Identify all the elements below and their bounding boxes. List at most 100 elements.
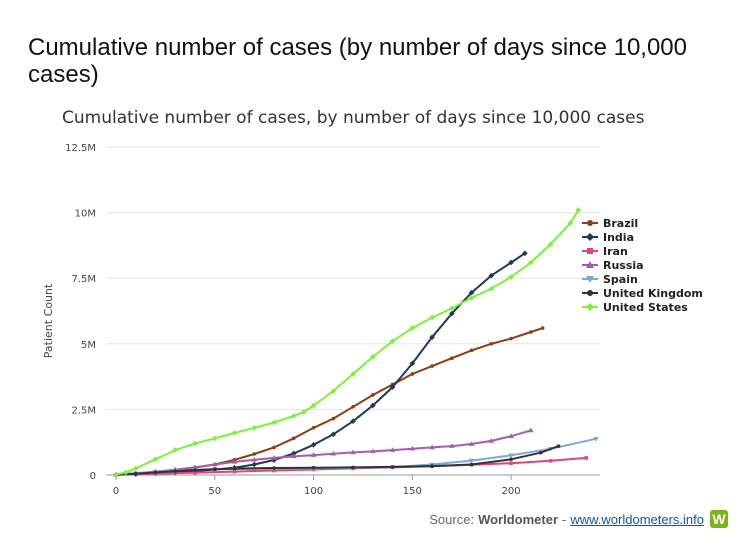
data-point (231, 430, 238, 436)
data-point (351, 465, 355, 470)
x-tick-label: 150 (403, 486, 422, 497)
series-line-brazil (115, 327, 544, 476)
legend-marker (586, 276, 594, 283)
data-point (152, 456, 159, 463)
data-point (567, 220, 574, 226)
data-point (429, 334, 435, 341)
legend-label: Iran (603, 245, 628, 258)
legend-label: Spain (603, 273, 638, 286)
chart-container: Cumulative number of cases, by number of… (0, 95, 744, 505)
data-point (449, 305, 455, 312)
x-tick-label: 0 (113, 486, 119, 497)
data-point (350, 449, 356, 455)
data-point (173, 469, 178, 473)
data-point (132, 465, 139, 472)
data-point (548, 459, 553, 463)
data-point (508, 433, 514, 438)
data-point (468, 289, 475, 296)
data-point (271, 455, 277, 460)
data-point (410, 372, 415, 376)
data-point (488, 272, 495, 279)
data-point (211, 435, 218, 442)
legend-marker (586, 303, 594, 311)
line-chart: Cumulative number of cases, by number of… (42, 108, 703, 497)
series-lines (113, 207, 599, 478)
legend-item-united-kingdom: United Kingdom (582, 287, 703, 300)
data-point (468, 295, 475, 301)
source-name: Worldometer (478, 511, 558, 527)
legend-label: United Kingdom (603, 287, 703, 300)
data-point (291, 436, 296, 441)
legend-label: Russia (603, 259, 644, 272)
data-point (468, 458, 475, 464)
data-point (409, 445, 416, 451)
legend-marker (587, 220, 593, 226)
y-tick-label: 10M (75, 209, 96, 220)
x-tick-label: 50 (208, 486, 221, 497)
y-tick-label: 7.5M (71, 274, 96, 285)
data-point (251, 461, 258, 468)
y-tick-label: 12.5M (65, 143, 96, 154)
data-point (370, 448, 376, 454)
data-point (330, 450, 337, 456)
data-point (251, 424, 258, 431)
data-point (370, 354, 376, 360)
data-point (450, 356, 454, 361)
data-point (522, 250, 528, 257)
data-point (272, 466, 276, 470)
data-point (469, 348, 474, 353)
data-point (252, 452, 257, 456)
axes: 0 2.5M 5M 7.5M 10M 12.5M 0 50 100 150 200 Patient C… (42, 143, 521, 497)
source-link[interactable]: www.worldometers.info (570, 511, 704, 527)
data-point (193, 470, 197, 475)
legend-item-iran: Iran (582, 245, 628, 258)
data-point (528, 427, 534, 433)
data-point (430, 364, 434, 368)
series-line-russia (115, 429, 532, 476)
source-separator: - (562, 511, 567, 527)
data-point (251, 456, 258, 462)
legend-label: Brazil (603, 217, 638, 230)
data-point (193, 468, 197, 472)
legend-marker (587, 248, 593, 254)
source-footer: Source: Worldometer - www.worldometers.i… (429, 510, 728, 528)
data-point (350, 418, 356, 425)
legend-item-brazil: Brazil (582, 217, 638, 230)
data-point (584, 456, 588, 460)
data-point (300, 409, 307, 415)
data-point (509, 461, 513, 465)
data-point (429, 314, 435, 321)
data-point (449, 310, 455, 317)
data-point (231, 459, 238, 464)
data-point (538, 450, 543, 455)
data-point (556, 444, 561, 448)
legend-marker (586, 233, 594, 241)
series-line-india (115, 252, 526, 476)
gridlines (106, 146, 600, 476)
data-point (389, 338, 396, 344)
data-point (469, 462, 474, 467)
series-united-states (113, 207, 582, 478)
data-point (468, 441, 475, 446)
data-point (508, 274, 514, 280)
data-point (350, 371, 356, 377)
data-point (271, 457, 277, 463)
source-prefix: Source: (429, 511, 475, 527)
data-point (488, 438, 495, 443)
y-tick-label: 2.5M (71, 405, 96, 416)
legend-item-united-states: United States (582, 301, 688, 314)
data-point (123, 469, 129, 476)
worldometer-logo-icon: W (710, 510, 728, 528)
legend-label: United States (603, 301, 688, 314)
chart-title: Cumulative number of cases, by number of… (62, 108, 645, 128)
y-tick-label: 0 (90, 471, 96, 482)
data-point (489, 342, 494, 346)
data-point (508, 259, 514, 266)
legend-label: India (603, 231, 634, 244)
data-point (330, 388, 337, 394)
data-point (310, 452, 317, 457)
data-point (311, 425, 316, 430)
data-point (528, 259, 534, 266)
data-point (211, 461, 218, 467)
